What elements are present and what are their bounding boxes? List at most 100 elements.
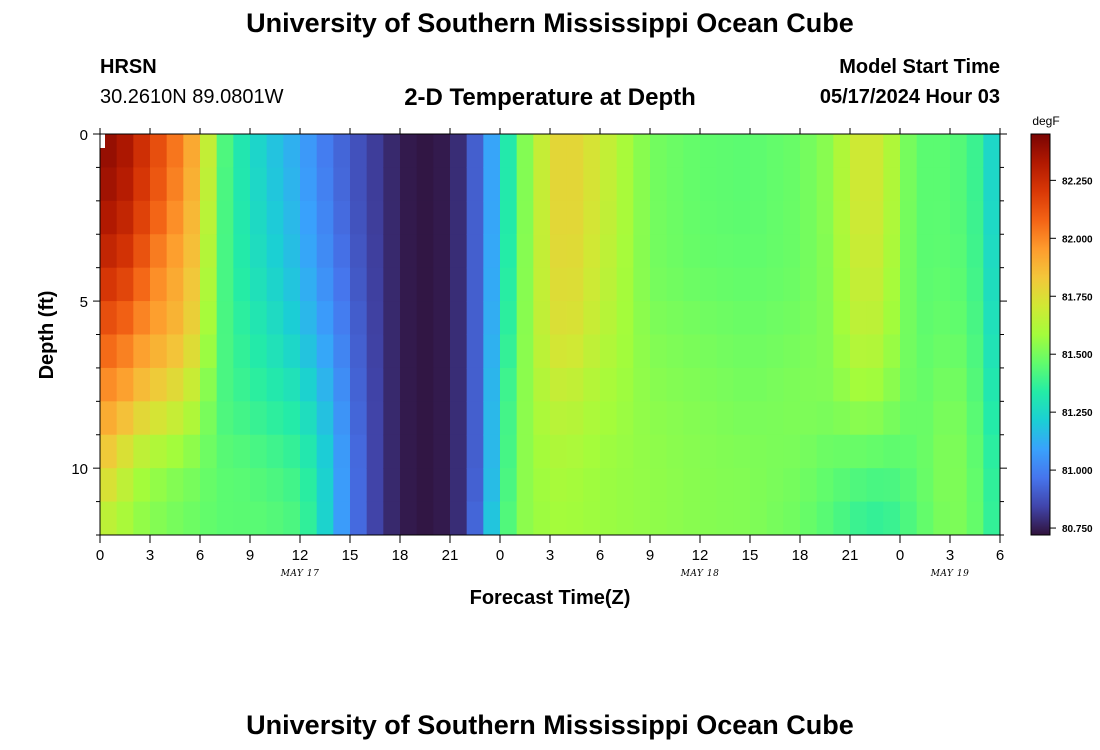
heatmap-cell [800,367,818,402]
heatmap-cell [233,367,251,402]
heatmap-cell [366,367,384,402]
heatmap-cell [800,334,818,369]
heatmap-cell [383,267,401,302]
heatmap-cell [766,468,784,503]
heatmap-cell [683,367,701,402]
heatmap-cell [966,367,984,402]
heatmap-cell [900,367,918,402]
heatmap-cell [600,401,618,436]
heatmap-cell [616,167,634,202]
heatmap-cell [683,434,701,469]
heatmap-cell [866,468,884,503]
heatmap-cell [966,334,984,369]
heatmap-cell [550,434,568,469]
heatmap-cell [333,334,351,369]
heatmap-cell [916,434,934,469]
heatmap-cell [533,267,551,302]
heatmap-cell [883,501,901,535]
heatmap-cell [316,367,334,402]
heatmap-cell [366,267,384,302]
heatmap-cell [183,234,201,269]
heatmap-cell [916,334,934,369]
heatmap-cell [483,468,501,503]
heatmap-cell [616,334,634,369]
heatmap-cell [700,234,718,269]
heatmap-cell [916,401,934,436]
heatmap-cell [500,501,518,535]
heatmap-cell [433,167,451,202]
heatmap-cell [633,301,651,336]
heatmap-cell [200,501,218,535]
heatmap-cell [866,167,884,202]
heatmap-cell [316,167,334,202]
heatmap-cell [466,134,484,169]
heatmap-cell [433,501,451,535]
heatmap-cell [150,501,168,535]
heatmap-cell [566,501,584,535]
heatmap-cell [983,234,1000,269]
heatmap-cell [416,301,434,336]
heatmap-chart: 0 3 6 9 12 15 18 21 0 3 6 9 12 15 18 21 0 3 6 0 5 10 Depth (… [36,114,1093,609]
heatmap-cell [816,334,834,369]
y-tick-label: 0 [80,127,88,144]
heatmap-cell [533,468,551,503]
heatmap-cell [450,401,468,436]
x-tick-label: 21 [442,547,459,564]
x-tick-label: 3 [146,547,154,564]
heatmap-cell [950,234,968,269]
heatmap-cell [666,234,684,269]
heatmap-cell [233,468,251,503]
heatmap-cell [750,267,768,302]
heatmap-cell [966,468,984,503]
heatmap-cell [933,200,951,235]
heatmap-cells [100,134,1000,535]
heatmap-cell [700,301,718,336]
heatmap-cell [433,367,451,402]
heatmap-cell [733,367,751,402]
heatmap-cell [300,334,318,369]
heatmap-cell [550,301,568,336]
x-tick-label: 12 [692,547,709,564]
heatmap-cell [883,134,901,169]
heatmap-cell [533,334,551,369]
heatmap-cell [750,434,768,469]
heatmap-cell [383,367,401,402]
heatmap-cell [650,468,668,503]
heatmap-cell [683,301,701,336]
heatmap-cell [850,501,868,535]
heatmap-cell [550,334,568,369]
heatmap-cell [533,200,551,235]
heatmap-cell [633,501,651,535]
heatmap-cell [633,434,651,469]
heatmap-cell [933,501,951,535]
heatmap-cell [683,267,701,302]
heatmap-cell [866,434,884,469]
heatmap-cell [566,267,584,302]
heatmap-cell [366,200,384,235]
heatmap-cell [916,234,934,269]
heatmap-cell [650,200,668,235]
heatmap-cell [183,401,201,436]
heatmap-cell [433,267,451,302]
heatmap-cell [666,468,684,503]
heatmap-cell [250,134,268,169]
heatmap-cell [700,200,718,235]
heatmap-cell [400,234,418,269]
heatmap-cell [550,501,568,535]
heatmap-cell [333,234,351,269]
heatmap-cell [116,334,134,369]
heatmap-cell [450,200,468,235]
heatmap-cell [866,401,884,436]
colorbar-tick-label: 82.000 [1062,234,1093,245]
heatmap-cell [133,267,151,302]
x-axis: 0 3 6 9 12 15 18 21 0 3 6 9 12 15 18 21 0 3 6 [96,128,1004,564]
heatmap-cell [133,134,151,169]
heatmap-cell [350,301,368,336]
heatmap-cell [850,134,868,169]
x-tick-label: 15 [342,547,359,564]
heatmap-cell [300,267,318,302]
heatmap-cell [366,301,384,336]
heatmap-cell [283,468,301,503]
heatmap-cell [633,401,651,436]
heatmap-cell [150,134,168,169]
